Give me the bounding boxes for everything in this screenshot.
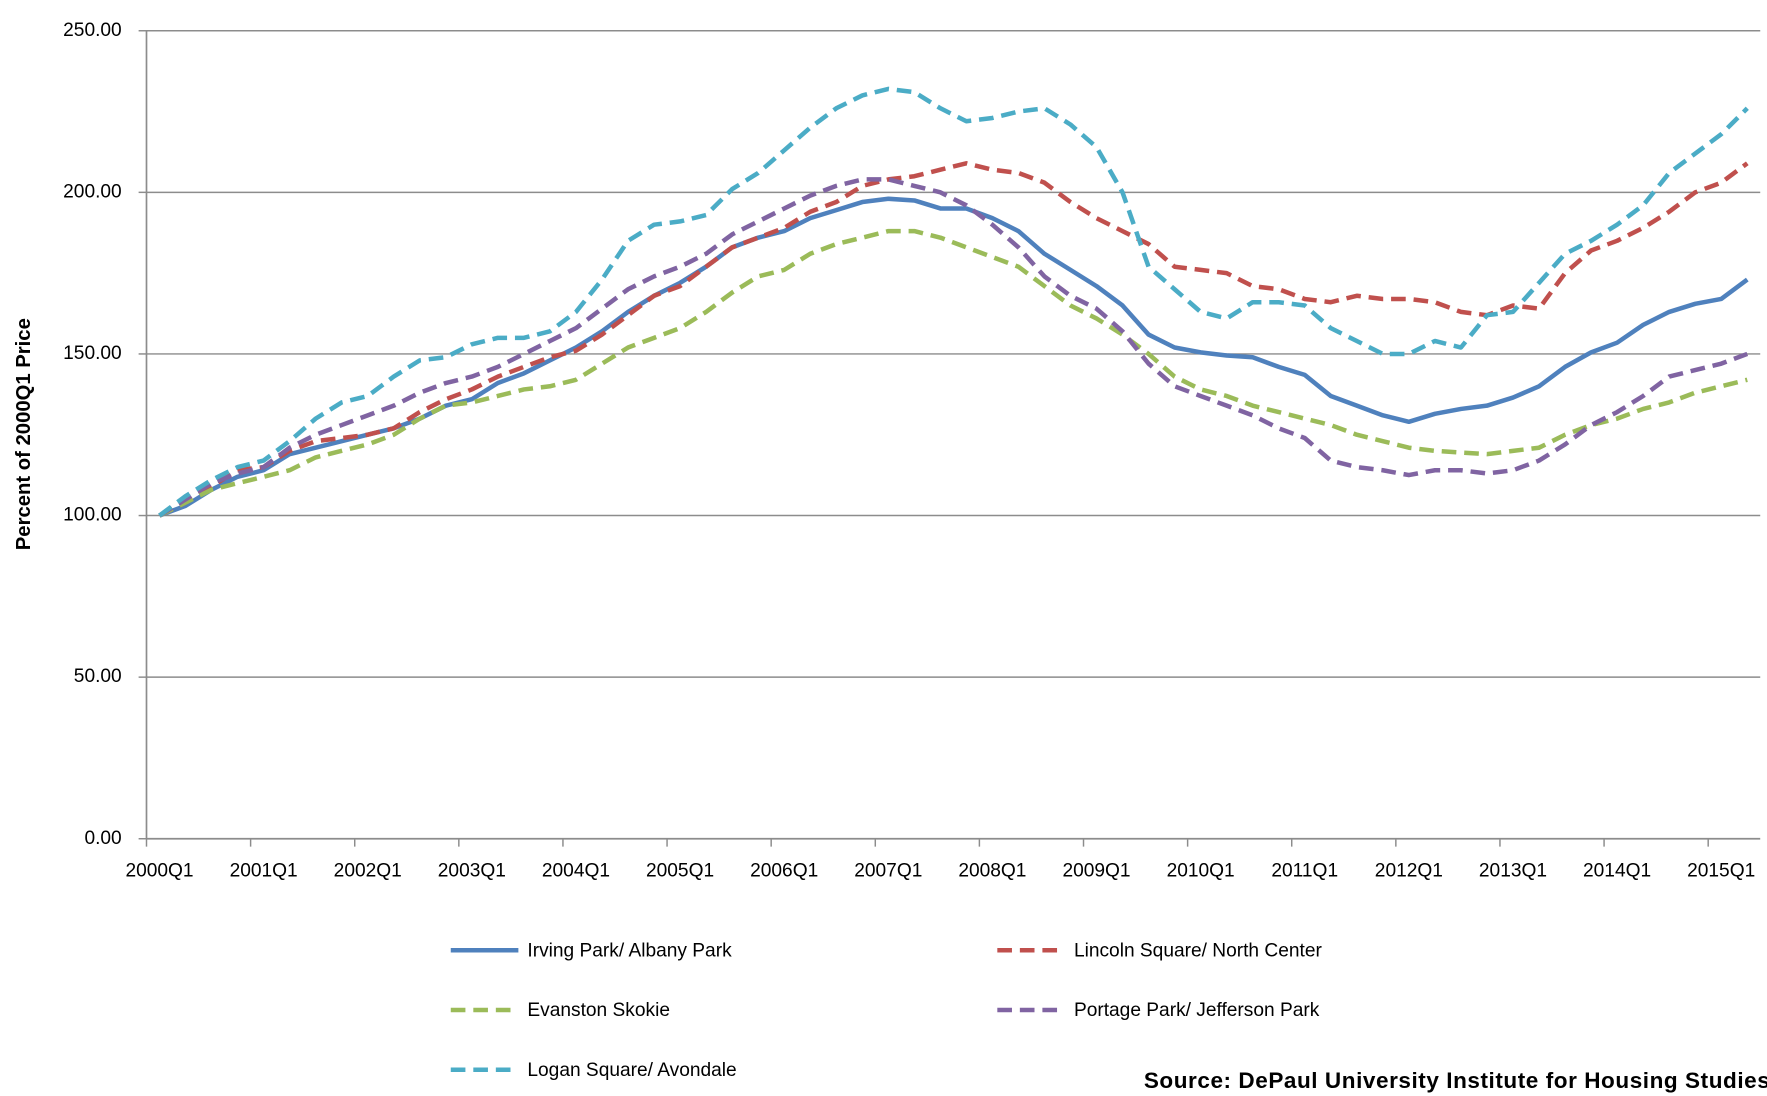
legend-label: Irving Park/ Albany Park (527, 940, 732, 961)
x-tick-label: 2009Q1 (1062, 860, 1130, 881)
series-line (158, 177, 1749, 518)
source-note: Source: DePaul University Institute for … (1144, 1068, 1767, 1093)
legend-label: Evanston Skokie (527, 1000, 670, 1021)
x-tick-label: 2007Q1 (854, 860, 922, 881)
y-tick-label: 150.00 (63, 343, 122, 364)
y-tick-label: 50.00 (74, 666, 122, 687)
x-tick-label: 2004Q1 (542, 860, 610, 881)
y-tick-label: 200.00 (63, 181, 122, 202)
x-tick-label: 2000Q1 (125, 860, 193, 881)
y-axis-label: Percent of 2000Q1 Price (13, 318, 35, 550)
x-tick-label: 2008Q1 (958, 860, 1026, 881)
x-tick-label: 2012Q1 (1375, 860, 1443, 881)
x-tick-label: 2002Q1 (334, 860, 402, 881)
x-tick-label: 2005Q1 (646, 860, 714, 881)
x-tick-label: 2013Q1 (1479, 860, 1547, 881)
x-tick-label: 2014Q1 (1583, 860, 1651, 881)
x-tick-label: 2006Q1 (750, 860, 818, 881)
x-tick-label: 2001Q1 (230, 860, 298, 881)
series-line (158, 228, 1748, 518)
series-line (158, 161, 1749, 518)
x-tick-label: 2015Q1 (1687, 860, 1755, 881)
y-tick-label: 250.00 (63, 20, 122, 41)
x-tick-label: 2010Q1 (1167, 860, 1235, 881)
series-line (158, 196, 1749, 518)
legend-label: Portage Park/ Jefferson Park (1074, 1000, 1320, 1021)
x-tick-label: 2003Q1 (438, 860, 506, 881)
y-tick-label: 0.00 (84, 828, 121, 849)
x-tick-label: 2011Q1 (1271, 860, 1338, 881)
legend-label: Lincoln Square/ North Center (1074, 940, 1323, 961)
legend-label: Logan Square/ Avondale (527, 1060, 736, 1081)
y-tick-label: 100.00 (63, 505, 122, 526)
